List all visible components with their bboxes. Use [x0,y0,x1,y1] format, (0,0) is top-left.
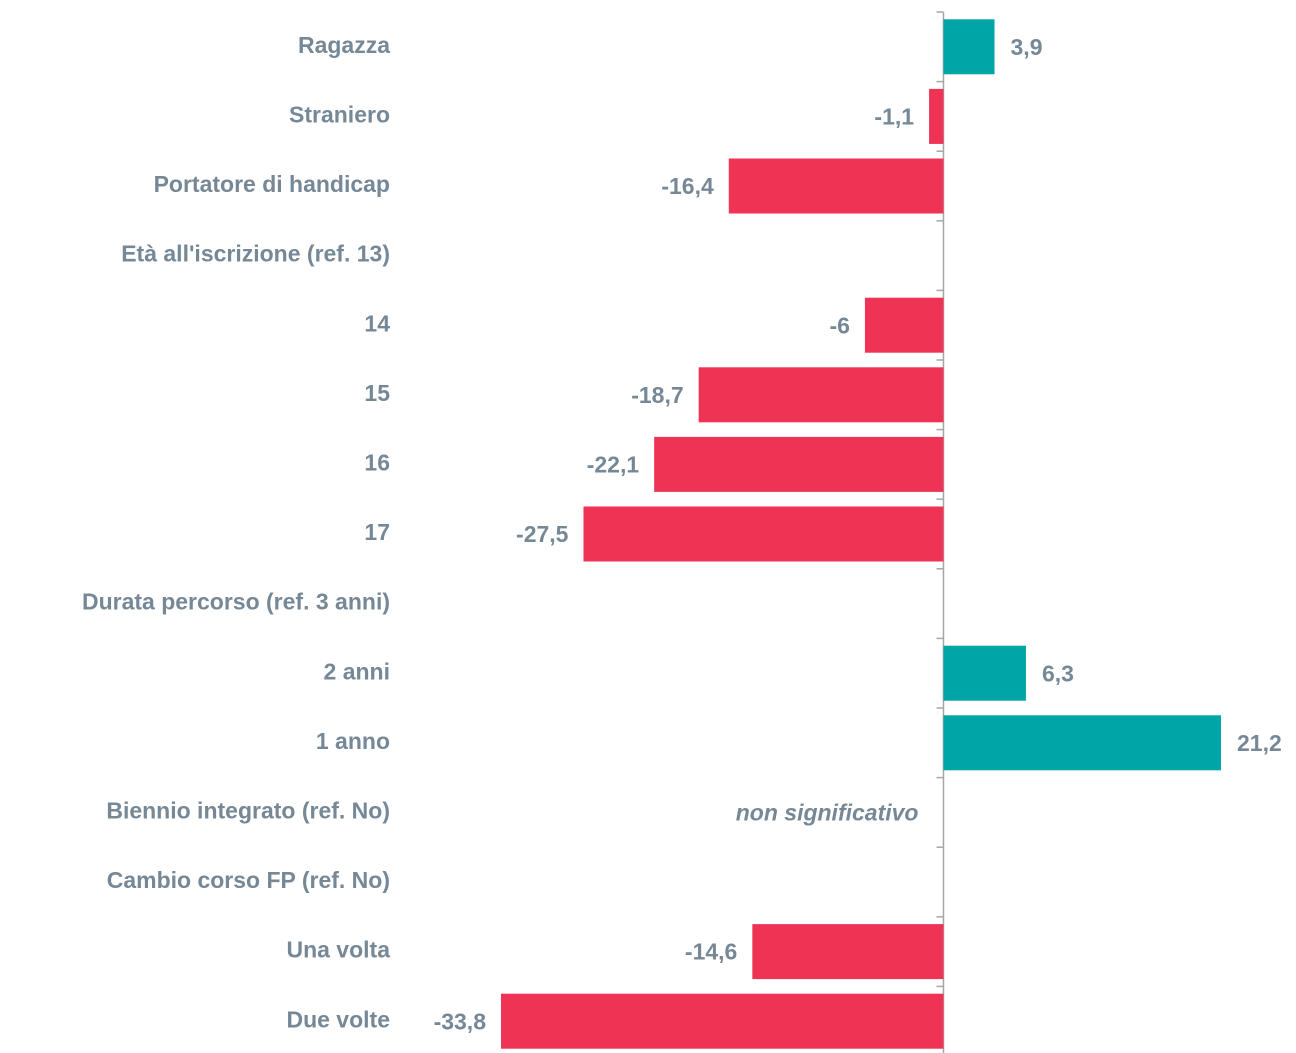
category-label: Ragazza [298,32,390,58]
category-label: 1 anno [316,728,390,754]
category-label: Biennio integrato (ref. No) [106,797,390,823]
bar [654,436,944,492]
value-label: -18,7 [631,382,683,408]
category-label: Durata percorso (ref. 3 anni) [82,589,390,615]
category-label: Cambio corso FP (ref. No) [107,867,390,893]
value-label: -33,8 [434,1008,487,1034]
value-label: 3,9 [1011,34,1043,60]
bar [501,993,944,1049]
category-label: 15 [364,380,390,406]
bar [943,715,1221,771]
value-label: -14,6 [685,939,737,965]
bar [728,158,944,214]
category-label: Straniero [289,101,390,127]
category-label: Portatore di handicap [154,171,390,197]
category-label: Una volta [286,937,390,963]
bar [583,506,944,562]
value-label: 21,2 [1237,730,1282,756]
bar [752,924,944,980]
bar [698,367,944,423]
category-label: 2 anni [324,658,390,684]
category-label: 16 [364,449,390,475]
value-label: -1,1 [874,103,914,129]
category-label: 14 [364,310,390,336]
value-label: -16,4 [661,173,714,199]
value-label: 6,3 [1042,660,1074,686]
category-label: Età all'iscrizione (ref. 13) [121,241,390,267]
bar [943,645,1026,701]
bar [864,297,944,353]
bar [943,19,995,75]
bar [929,88,944,144]
value-label: -27,5 [516,521,569,547]
annotation: non significativo [736,799,919,825]
category-label: 17 [364,519,390,545]
value-label: -22,1 [587,451,640,477]
category-label: Due volte [286,1006,390,1032]
value-label: -6 [829,312,849,338]
